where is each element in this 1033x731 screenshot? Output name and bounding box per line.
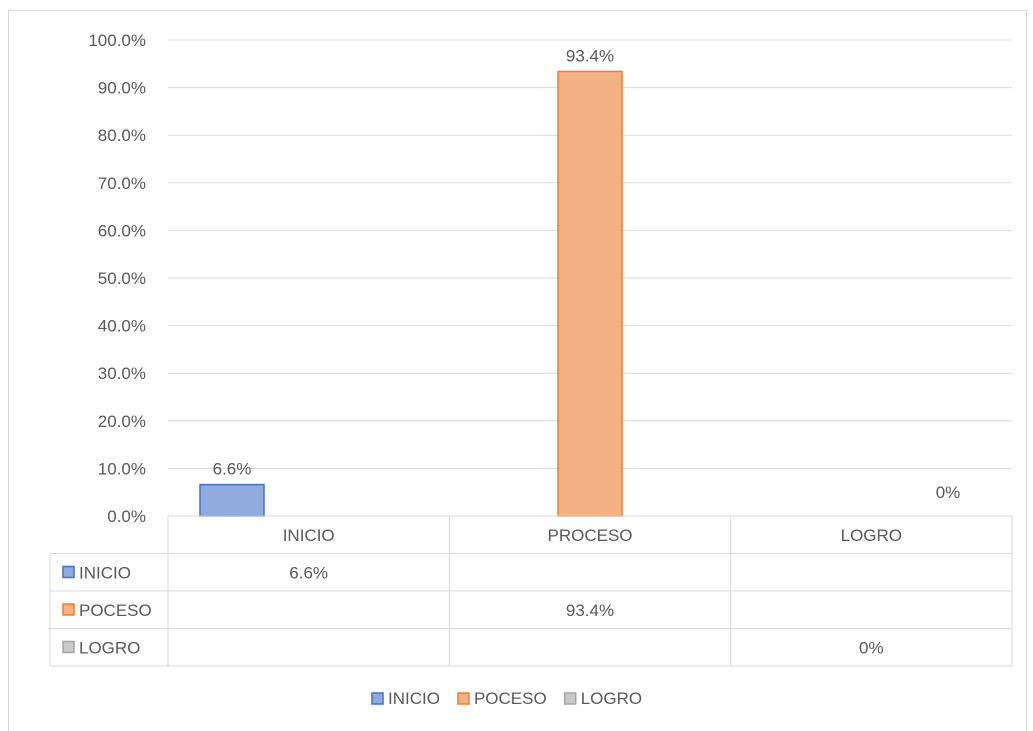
x-category-label: INICIO: [283, 526, 335, 545]
data-label: 93.4%: [566, 46, 614, 65]
table-series-name: POCESO: [79, 601, 152, 620]
y-tick-label: 80.0%: [98, 126, 146, 145]
legend-label: POCESO: [474, 689, 547, 708]
y-tick-label: 90.0%: [98, 79, 146, 98]
data-labels: 6.6% 93.4% 0%: [213, 46, 961, 502]
table-series-name: LOGRO: [79, 639, 140, 658]
x-category-label: PROCESO: [547, 526, 632, 545]
table-legend-key: [62, 565, 75, 579]
table-series-name: INICIO: [79, 564, 131, 583]
legend-label: INICIO: [388, 689, 440, 708]
y-tick-label: 0.0%: [107, 507, 146, 526]
legend-label: LOGRO: [581, 689, 642, 708]
y-tick-label: 60.0%: [98, 221, 146, 240]
data-table: INICIO PROCESO LOGRO INICIO 6.6% POCESO 93.4% L…: [49, 515, 1013, 667]
legend: INICIO POCESO LOGRO: [371, 689, 642, 708]
y-tick-label: 70.0%: [98, 174, 146, 193]
y-tick-label: 10.0%: [98, 459, 146, 478]
table-legend-key: [62, 640, 75, 654]
bar-poceso: [557, 70, 623, 517]
y-tick-label: 100.0%: [88, 31, 146, 50]
bars: [199, 70, 623, 517]
y-tick-label: 30.0%: [98, 364, 146, 383]
x-category-label: LOGRO: [841, 526, 902, 545]
table-cell-value: 93.4%: [566, 601, 614, 620]
y-tick-label: 50.0%: [98, 269, 146, 288]
table-legend-key: [62, 603, 75, 616]
chart-area: [8, 10, 1027, 731]
data-label: 6.6%: [213, 460, 252, 479]
y-axis-ticks: 0.0% 10.0% 20.0% 30.0% 40.0% 50.0% 60.0% 70.0% 8…: [88, 31, 146, 526]
table-cell-value: 0%: [859, 639, 884, 658]
y-tick-label: 20.0%: [98, 412, 146, 431]
legend-key: [563, 692, 577, 705]
legend-key: [457, 692, 470, 705]
table-cell-value: 6.6%: [289, 564, 328, 583]
bar-inicio: [199, 483, 265, 517]
y-tick-label: 40.0%: [98, 317, 146, 336]
legend-key: [371, 692, 384, 705]
data-label: 0%: [936, 483, 961, 502]
